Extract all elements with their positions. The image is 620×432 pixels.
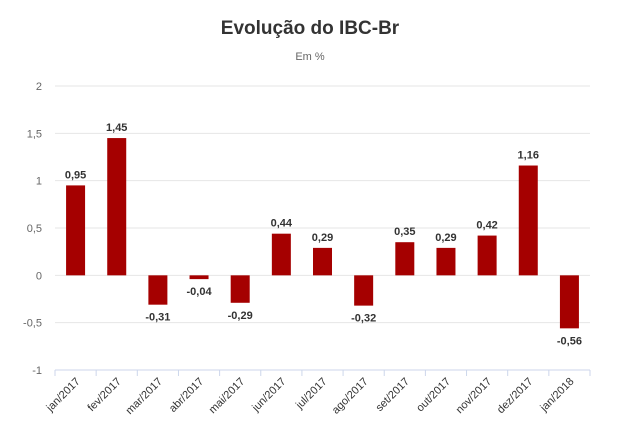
data-label: 0,42 bbox=[476, 220, 497, 232]
data-label: -0,04 bbox=[186, 286, 212, 298]
data-label: 1,16 bbox=[518, 150, 539, 162]
y-tick-label: 0 bbox=[36, 270, 42, 282]
data-label: 0,35 bbox=[394, 226, 415, 238]
bar bbox=[107, 138, 127, 276]
x-tick-label: out/2017 bbox=[414, 376, 453, 415]
x-tick-label: mar/2017 bbox=[124, 376, 165, 417]
bar bbox=[230, 275, 250, 303]
data-label: -0,56 bbox=[557, 335, 582, 347]
x-tick-label: jan/2018 bbox=[537, 376, 576, 415]
x-tick-label: fev/2017 bbox=[86, 376, 124, 414]
data-label: 0,95 bbox=[65, 169, 86, 181]
x-tick-label: jun/2017 bbox=[249, 376, 288, 415]
x-tick-label: dez/2017 bbox=[495, 376, 535, 416]
bar bbox=[148, 275, 168, 305]
y-tick-label: 1 bbox=[36, 176, 42, 188]
bar bbox=[436, 247, 456, 276]
chart-subtitle: Em % bbox=[295, 51, 325, 63]
y-tick-label: 1,5 bbox=[27, 128, 42, 140]
bar bbox=[66, 185, 86, 276]
bar bbox=[189, 275, 209, 280]
x-tick-label: set/2017 bbox=[374, 376, 412, 414]
bar bbox=[271, 233, 291, 276]
y-tick-label: -1 bbox=[32, 365, 42, 377]
data-label: 0,29 bbox=[312, 232, 333, 244]
x-tick-label: abr/2017 bbox=[167, 376, 206, 415]
x-tick-label: nov/2017 bbox=[454, 376, 494, 416]
bar bbox=[518, 165, 538, 276]
data-label: 0,29 bbox=[435, 232, 456, 244]
bar bbox=[395, 242, 415, 276]
data-label: -0,29 bbox=[228, 310, 253, 322]
y-tick-label: -0,5 bbox=[23, 318, 42, 330]
bar bbox=[354, 275, 374, 306]
x-tick-label: mai/2017 bbox=[207, 376, 247, 416]
bar bbox=[477, 235, 497, 276]
data-label: 1,45 bbox=[106, 122, 127, 134]
data-label: -0,32 bbox=[351, 313, 376, 325]
bar bbox=[313, 247, 332, 276]
chart-title: Evolução do IBC-Br bbox=[220, 18, 400, 39]
x-tick-label: jan/2017 bbox=[44, 376, 83, 415]
x-tick-label: jul/2017 bbox=[293, 376, 329, 412]
x-tick-label: ago/2017 bbox=[330, 376, 371, 417]
y-tick-label: 2 bbox=[36, 81, 42, 93]
data-label: 0,44 bbox=[271, 218, 293, 230]
data-label: -0,31 bbox=[145, 312, 170, 324]
y-tick-label: 0,5 bbox=[27, 223, 42, 235]
bar bbox=[559, 275, 579, 329]
